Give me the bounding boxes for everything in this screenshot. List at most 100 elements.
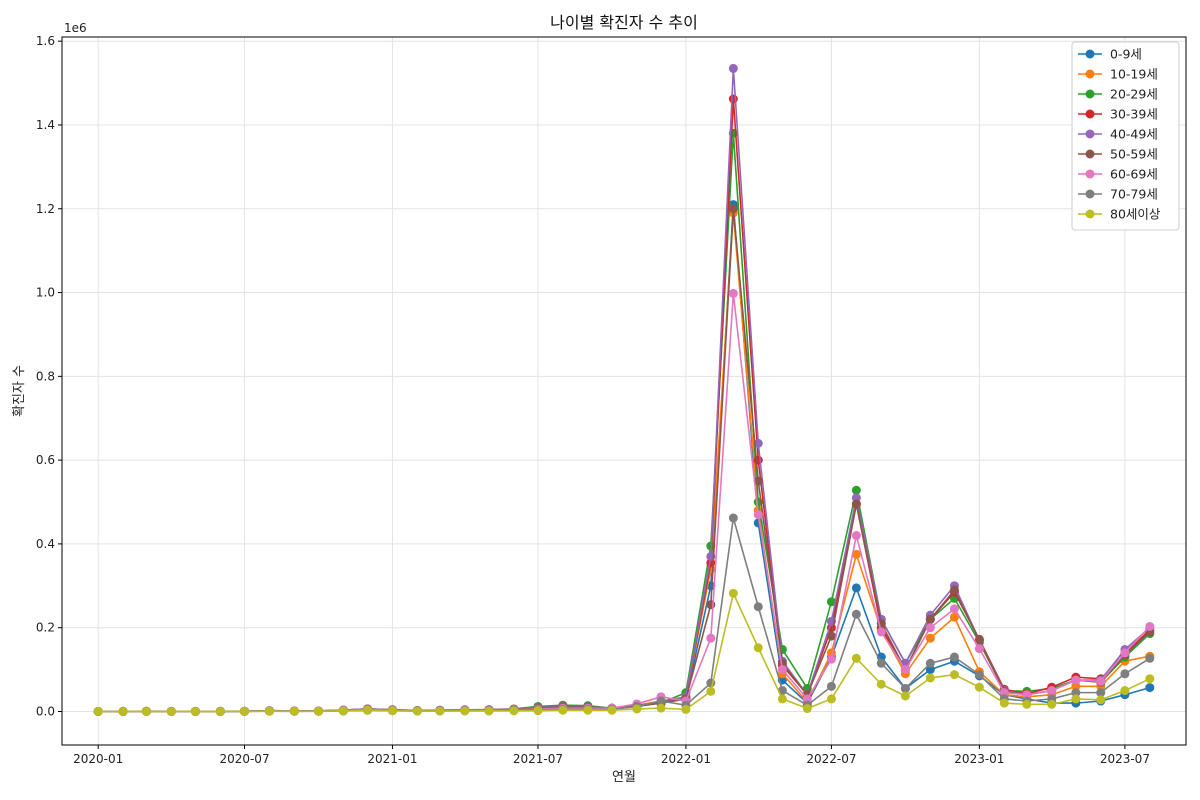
legend-item: 10-19세 xyxy=(1078,67,1158,82)
data-point xyxy=(289,706,299,716)
y-axis-offset-label: 1e6 xyxy=(64,21,87,35)
legend-item: 70-79세 xyxy=(1078,187,1158,202)
legend-label: 50-59세 xyxy=(1110,147,1158,162)
data-point xyxy=(1071,688,1081,698)
data-point xyxy=(1022,699,1032,709)
data-point xyxy=(753,602,763,612)
x-tick-label: 2020-01 xyxy=(73,752,123,766)
data-point xyxy=(533,706,543,716)
data-point xyxy=(363,705,373,715)
data-point xyxy=(900,665,910,675)
data-point xyxy=(1120,669,1130,679)
data-point xyxy=(1096,688,1106,698)
data-point xyxy=(802,694,812,704)
data-point xyxy=(900,691,910,701)
legend-item: 20-29세 xyxy=(1078,87,1158,102)
legend-label: 30-39세 xyxy=(1110,107,1158,122)
grid-lines xyxy=(62,37,1186,745)
data-point xyxy=(215,706,225,716)
series-line xyxy=(98,132,1151,713)
legend-label: 40-49세 xyxy=(1110,127,1158,142)
legend-item: 50-59세 xyxy=(1078,147,1158,162)
legend-swatch-marker xyxy=(1085,149,1095,159)
data-point xyxy=(999,698,1009,708)
data-point xyxy=(851,531,861,541)
data-point xyxy=(338,706,348,716)
axes: 0.0 0.2 0.4 0.6 0.8 1.0 1.2 1.4 1.6 2020-01 2020-0… xyxy=(36,34,1187,766)
data-point xyxy=(118,706,128,716)
data-point xyxy=(190,706,200,716)
data-point xyxy=(1145,621,1155,631)
series-line xyxy=(98,292,1151,713)
data-point xyxy=(826,694,836,704)
legend-swatch-marker xyxy=(1085,169,1095,179)
data-point xyxy=(728,588,738,598)
data-point xyxy=(974,682,984,692)
data-point xyxy=(925,633,935,643)
y-tick-label: 1.0 xyxy=(36,286,55,300)
data-point xyxy=(851,583,861,593)
data-point xyxy=(435,706,445,716)
data-point xyxy=(1096,676,1106,686)
data-point xyxy=(1120,648,1130,658)
series-line xyxy=(98,592,1151,713)
data-point xyxy=(974,635,984,645)
data-point xyxy=(925,658,935,668)
y-tick-label: 0.8 xyxy=(36,369,55,383)
data-point xyxy=(460,706,470,716)
data-point xyxy=(949,585,959,595)
x-tick-label: 2023-01 xyxy=(954,752,1004,766)
data-point xyxy=(851,485,861,495)
data-point xyxy=(925,614,935,624)
data-point xyxy=(999,688,1009,698)
legend-swatch-marker xyxy=(1085,189,1095,199)
data-point xyxy=(777,694,787,704)
data-point xyxy=(925,673,935,683)
data-point xyxy=(1022,690,1032,700)
data-point xyxy=(240,706,250,716)
y-tick-label: 1.4 xyxy=(36,118,55,132)
data-point xyxy=(851,493,861,503)
series-line xyxy=(98,67,1151,713)
series-line xyxy=(98,212,1150,713)
data-point xyxy=(753,643,763,653)
data-point xyxy=(777,658,787,668)
data-point xyxy=(851,653,861,663)
y-tick-label: 1.2 xyxy=(36,202,55,216)
data-point xyxy=(1096,695,1106,705)
data-point xyxy=(876,658,886,668)
data-point xyxy=(753,438,763,448)
legend-swatch-marker xyxy=(1085,109,1095,119)
legend-box xyxy=(1071,41,1180,231)
y-tick-label: 0.0 xyxy=(36,704,55,718)
data-point xyxy=(728,63,738,73)
data-point xyxy=(387,706,397,716)
data-point xyxy=(949,670,959,680)
x-tick-label: 2020-07 xyxy=(219,752,269,766)
data-point xyxy=(876,679,886,689)
data-point xyxy=(264,706,274,716)
data-point xyxy=(1047,699,1057,709)
series-line xyxy=(98,98,1151,713)
data-point xyxy=(949,612,959,622)
series-3 xyxy=(93,94,1155,716)
x-tick-label: 2022-01 xyxy=(661,752,711,766)
legend-item: 80세이상 xyxy=(1078,207,1161,222)
data-point xyxy=(141,706,151,716)
data-point xyxy=(1120,686,1130,696)
data-point xyxy=(558,705,568,715)
x-tick-label: 2023-07 xyxy=(1100,752,1150,766)
data-point xyxy=(1047,686,1057,696)
legend-item: 40-49세 xyxy=(1078,127,1158,142)
data-point xyxy=(706,633,716,643)
legend-label: 10-19세 xyxy=(1110,67,1158,82)
data-point xyxy=(949,604,959,614)
data-point xyxy=(876,627,886,637)
series-lines xyxy=(93,63,1155,716)
data-point xyxy=(509,706,519,716)
legend-label: 60-69세 xyxy=(1110,167,1158,182)
data-point xyxy=(753,455,763,465)
data-point xyxy=(656,696,666,706)
data-point xyxy=(753,476,763,486)
